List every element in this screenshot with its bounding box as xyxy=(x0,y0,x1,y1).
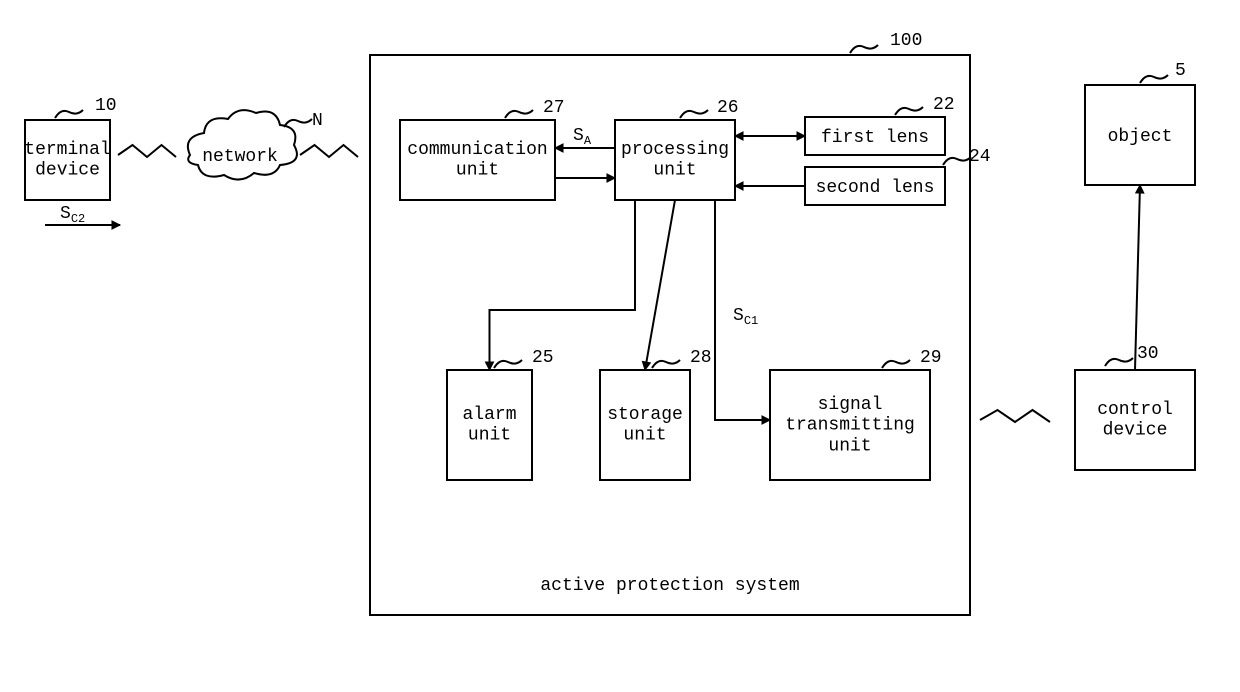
terminal-ref: 10 xyxy=(95,96,117,116)
sc2-label: SC2 xyxy=(60,204,85,226)
wave-signal-control xyxy=(980,410,1050,422)
terminal-tilde xyxy=(55,110,83,118)
storage-label: storageunit xyxy=(607,405,683,446)
lens2-tilde xyxy=(943,157,971,165)
proc-label: processingunit xyxy=(621,140,729,181)
storage-ref: 28 xyxy=(690,348,712,368)
proc-ref: 26 xyxy=(717,98,739,118)
system-ref: 100 xyxy=(890,31,922,51)
lens1-ref: 22 xyxy=(933,95,955,115)
network-label: network xyxy=(202,147,278,167)
system-title: active protection system xyxy=(540,576,799,596)
proc-storage-arrow xyxy=(645,200,675,370)
storage-tilde xyxy=(652,360,680,368)
system-tilde xyxy=(850,45,878,53)
wave-terminal-network xyxy=(118,145,176,157)
signal-label: signaltransmittingunit xyxy=(785,395,915,456)
lens1-tilde xyxy=(895,107,923,115)
proc-tilde xyxy=(680,110,708,118)
network-tilde xyxy=(284,119,312,127)
wave-network-system xyxy=(300,145,358,157)
control-tilde xyxy=(1105,358,1133,366)
lens2-ref: 24 xyxy=(969,147,991,167)
comm-ref: 27 xyxy=(543,98,565,118)
object-tilde xyxy=(1140,75,1168,83)
proc-alarm-arrow xyxy=(490,200,636,370)
sa-label: SA xyxy=(573,126,592,148)
signal-ref: 29 xyxy=(920,348,942,368)
comm-tilde xyxy=(505,110,533,118)
lens1-label: first lens xyxy=(821,128,929,148)
comm-label: communicationunit xyxy=(407,140,547,181)
signal-tilde xyxy=(882,360,910,368)
network-cloud xyxy=(188,110,297,179)
object-ref: 5 xyxy=(1175,61,1186,81)
lens2-label: second lens xyxy=(816,178,935,198)
object-label: object xyxy=(1108,127,1173,147)
alarm-ref: 25 xyxy=(532,348,554,368)
sc1-label: SC1 xyxy=(733,306,758,328)
alarm-tilde xyxy=(494,360,522,368)
control-ref: 30 xyxy=(1137,344,1159,364)
terminal-label: terminaldevice xyxy=(24,140,110,181)
control-object-arrow xyxy=(1135,185,1140,370)
alarm-label: alarmunit xyxy=(462,405,516,446)
network-ref: N xyxy=(312,111,323,131)
control-label: controldevice xyxy=(1097,400,1173,441)
